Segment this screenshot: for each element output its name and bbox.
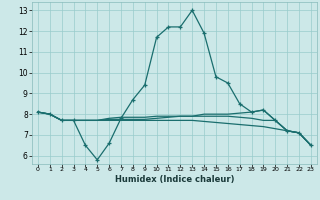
X-axis label: Humidex (Indice chaleur): Humidex (Indice chaleur)	[115, 175, 234, 184]
